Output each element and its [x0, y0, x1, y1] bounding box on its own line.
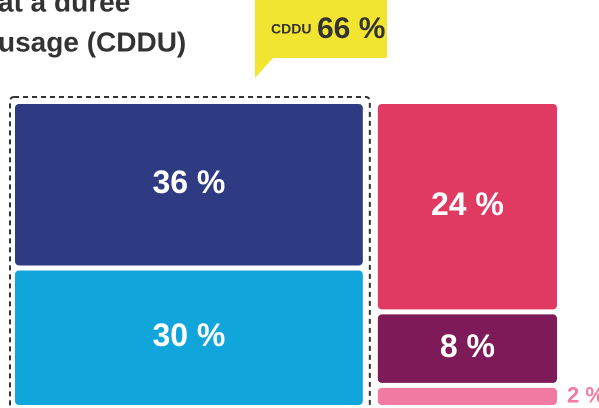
callout-box [255, 0, 387, 78]
tile [377, 387, 557, 405]
tile-label: 24 % [431, 186, 504, 222]
tile [15, 270, 363, 405]
tile-label: 8 % [440, 328, 495, 364]
callout-value: 66 % [317, 12, 385, 45]
tile-label: 2 % [567, 382, 599, 407]
tile [377, 314, 557, 383]
title-line: usage (CDDU) [0, 26, 186, 57]
tile-label: 30 % [152, 317, 225, 353]
group-outline [9, 96, 371, 408]
callout-name: CDDU [271, 21, 311, 37]
tile-label: 36 % [152, 164, 225, 200]
title-line: at à durée [0, 0, 130, 17]
tile [15, 104, 363, 266]
tile [377, 104, 557, 310]
